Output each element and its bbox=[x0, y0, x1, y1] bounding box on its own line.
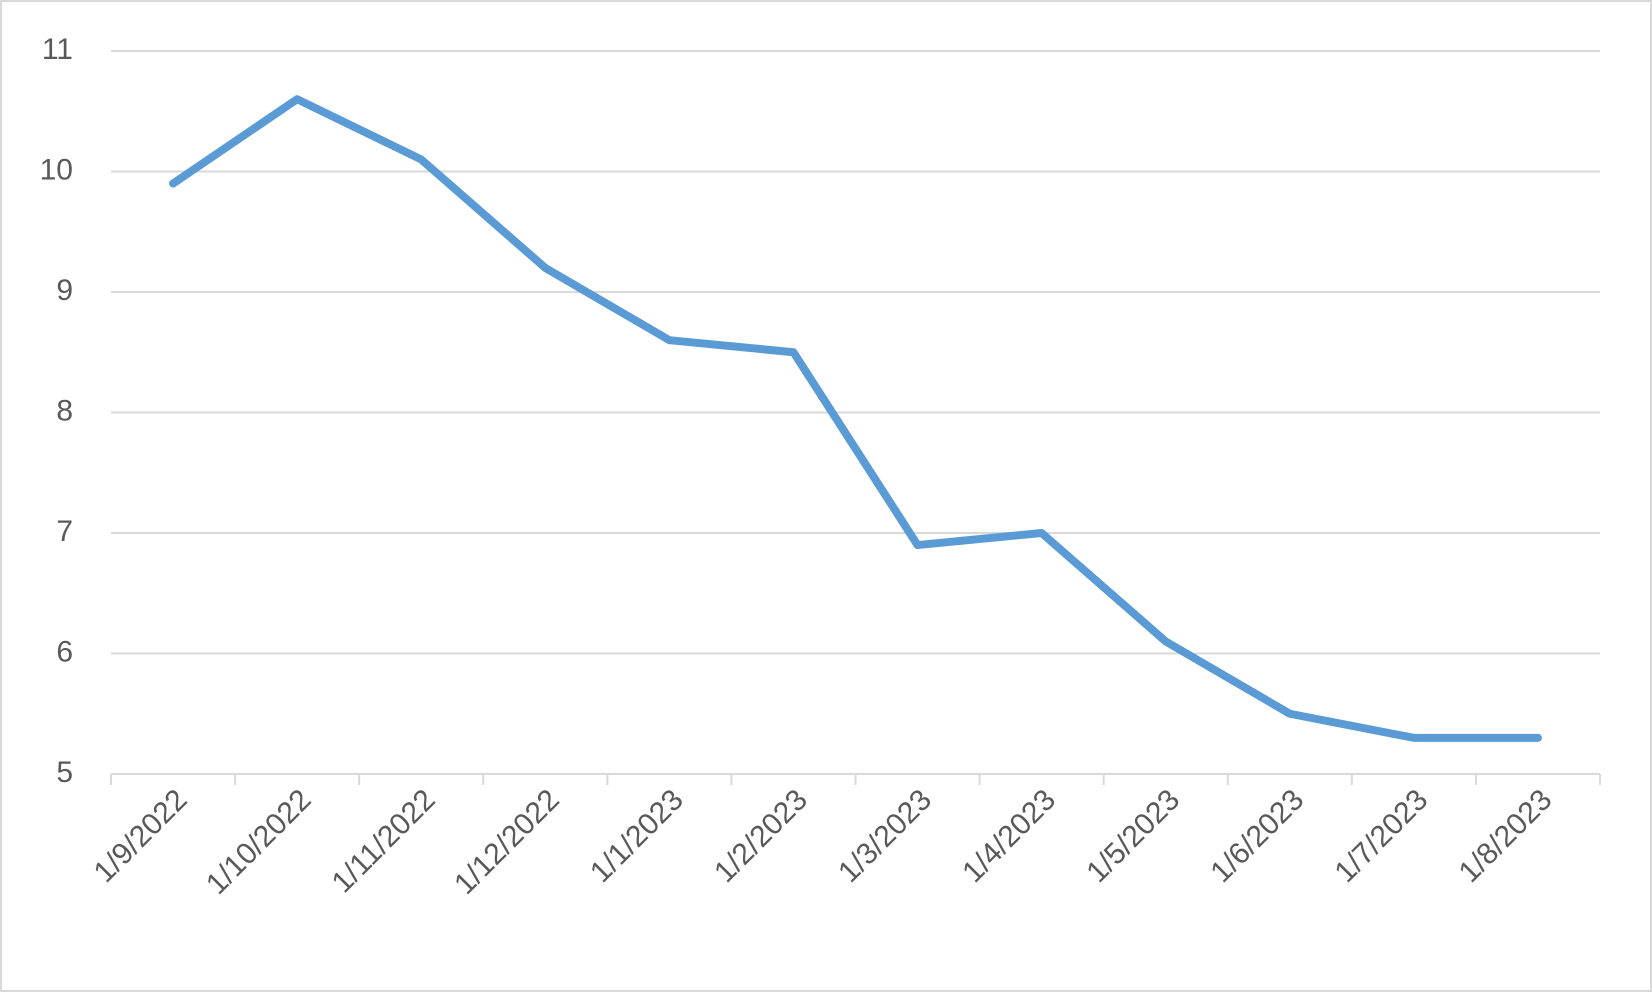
y-tick-label: 5 bbox=[56, 756, 73, 789]
y-tick-label: 10 bbox=[40, 153, 73, 186]
y-tick-label: 11 bbox=[42, 33, 73, 66]
y-tick-label: 6 bbox=[56, 635, 73, 668]
y-tick-label: 7 bbox=[56, 515, 73, 548]
y-tick-label: 8 bbox=[56, 394, 73, 427]
data-line bbox=[169, 95, 1542, 742]
y-tick-label: 9 bbox=[56, 274, 73, 307]
